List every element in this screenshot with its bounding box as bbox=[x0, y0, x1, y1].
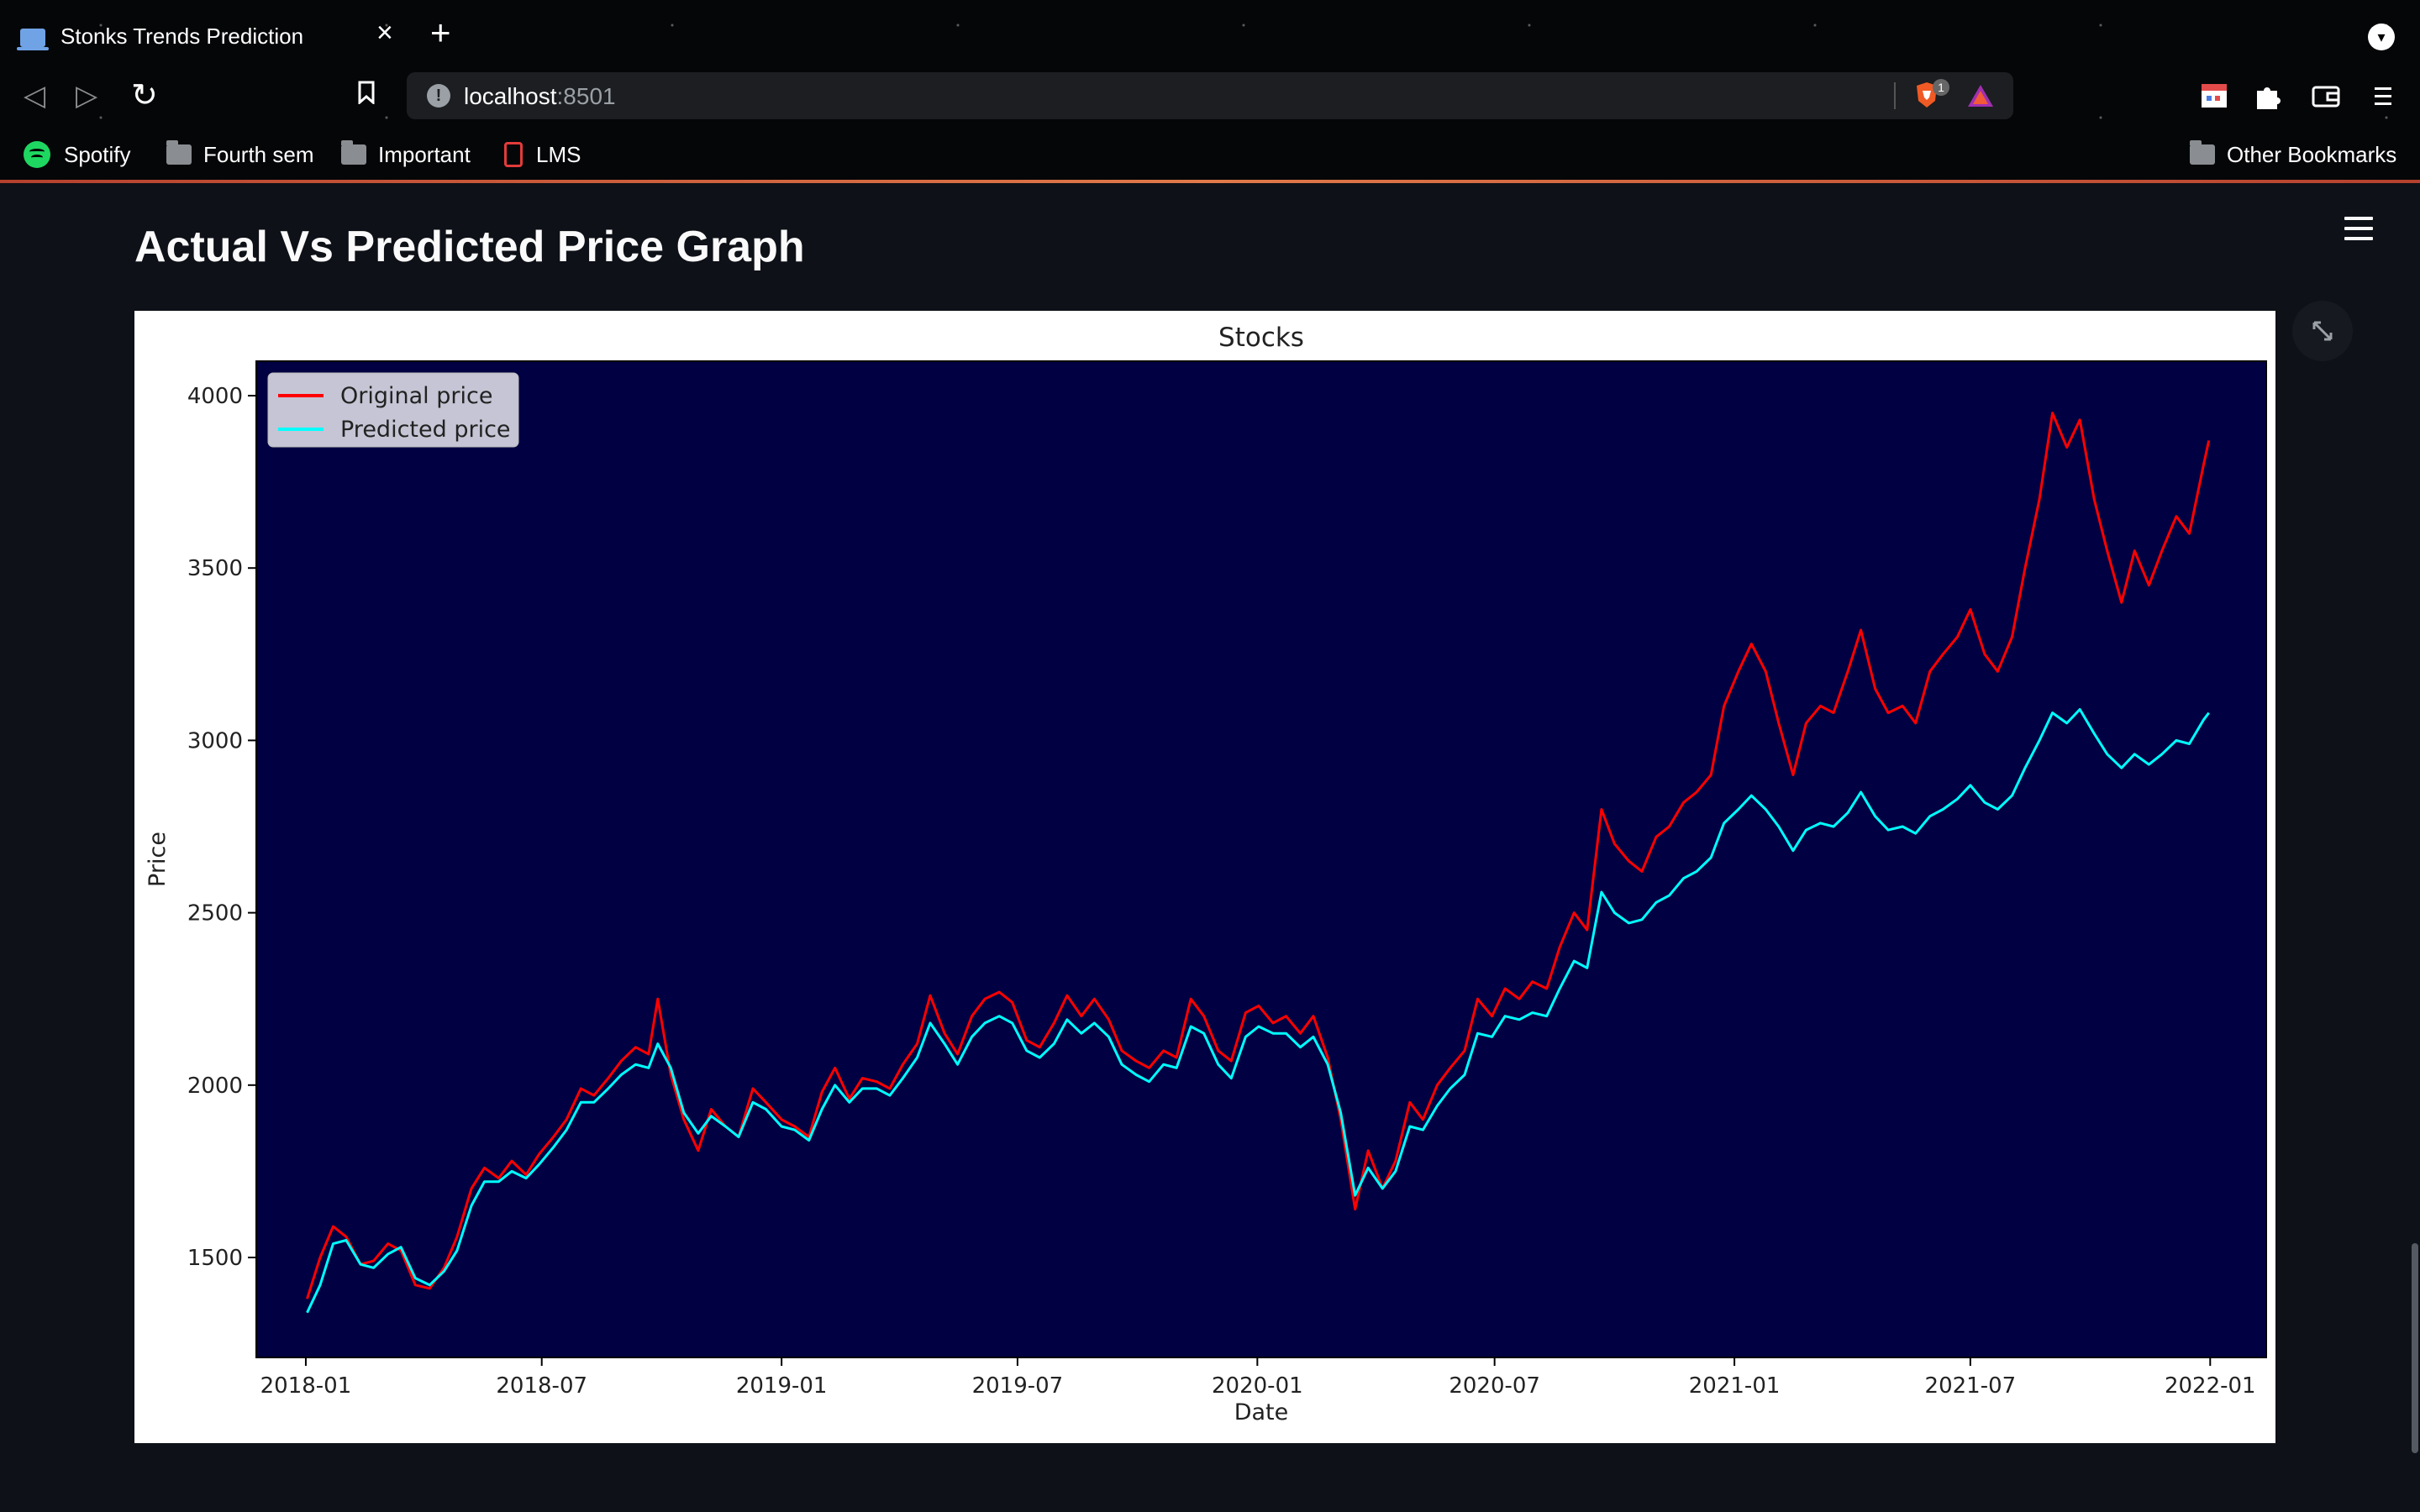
x-axis-label: Date bbox=[1234, 1399, 1289, 1425]
bookmark-label: LMS bbox=[536, 141, 581, 167]
profile-menu-icon[interactable]: ▾ bbox=[2368, 24, 2395, 50]
back-button[interactable]: ◁ bbox=[24, 80, 46, 112]
predicted-price-line bbox=[306, 708, 2210, 1314]
url-port: :8501 bbox=[556, 83, 616, 109]
url-text[interactable]: localhost:8501 bbox=[464, 83, 616, 110]
browser-tab[interactable]: Stonks Trends Prediction × bbox=[0, 0, 420, 72]
x-tick-label: 2022-01 bbox=[2165, 1373, 2256, 1399]
reload-button[interactable]: ↻ bbox=[131, 78, 158, 113]
toolbar-accent-line bbox=[0, 180, 2420, 183]
x-tick-label: 2018-07 bbox=[496, 1373, 587, 1399]
bookmark-label: Fourth sem bbox=[203, 141, 314, 167]
x-tick-label: 2021-01 bbox=[1689, 1373, 1781, 1399]
original-price-line bbox=[306, 412, 2211, 1299]
browser-menu-icon[interactable] bbox=[2366, 79, 2400, 113]
y-tick-label: 3000 bbox=[187, 728, 243, 753]
y-tick-label: 1500 bbox=[187, 1246, 243, 1271]
brave-rewards-icon[interactable] bbox=[1966, 82, 1995, 109]
folder-icon bbox=[166, 140, 192, 165]
forward-button[interactable]: ▷ bbox=[76, 80, 98, 112]
x-tick-label: 2019-01 bbox=[736, 1373, 828, 1399]
stocks-chart: 2018-01 2018-07 2019-01 2019-07 2020-01 2020-… bbox=[145, 323, 2267, 1425]
folder-icon bbox=[341, 140, 366, 165]
bookmarks-bar: Spotify Fourth sem Important LMS Other B… bbox=[0, 134, 2420, 171]
close-tab-icon[interactable]: × bbox=[376, 17, 393, 49]
other-bookmarks-label: Other Bookmarks bbox=[2227, 141, 2397, 167]
chart-card: 2018-01 2018-07 2019-01 2019-07 2020-01 2020-… bbox=[134, 311, 2275, 1443]
y-axis-label: Price bbox=[145, 832, 171, 887]
divider bbox=[1894, 82, 1896, 109]
scrollbar-thumb[interactable] bbox=[2412, 1243, 2418, 1453]
wallet-icon[interactable] bbox=[2309, 79, 2343, 113]
legend-label: Predicted price bbox=[340, 417, 511, 443]
calendar-extension-icon[interactable] bbox=[2198, 79, 2232, 113]
lms-icon bbox=[504, 142, 523, 167]
y-tick-label: 4000 bbox=[187, 384, 243, 409]
extensions-area bbox=[2198, 79, 2408, 116]
folder-icon bbox=[2190, 140, 2215, 165]
address-bar[interactable]: ! localhost:8501 1 bbox=[407, 72, 2013, 119]
bookmark-label: Important bbox=[378, 141, 471, 167]
bookmark-fourth-sem[interactable]: Fourth sem bbox=[166, 139, 314, 170]
bookmark-spotify[interactable]: Spotify bbox=[24, 139, 131, 170]
x-tick-label: 2020-01 bbox=[1212, 1373, 1303, 1399]
extensions-puzzle-icon[interactable] bbox=[2252, 79, 2286, 113]
legend-label: Original price bbox=[340, 383, 492, 409]
other-bookmarks[interactable]: Other Bookmarks bbox=[2190, 139, 2396, 170]
y-tick-label: 3500 bbox=[187, 556, 243, 581]
new-tab-button[interactable]: + bbox=[430, 13, 451, 52]
y-tick-label: 2000 bbox=[187, 1074, 243, 1099]
page-title: Actual Vs Predicted Price Graph bbox=[134, 223, 805, 271]
browser-chrome: Stonks Trends Prediction × + ▾ ◁ ▷ ↻ ! l… bbox=[0, 0, 2420, 180]
hamburger-menu-icon[interactable] bbox=[2344, 217, 2373, 242]
shield-count-badge: 1 bbox=[1933, 79, 1949, 96]
bookmark-icon[interactable] bbox=[358, 81, 375, 104]
x-tick-label: 2019-07 bbox=[972, 1373, 1064, 1399]
bookmark-label: Spotify bbox=[64, 141, 131, 167]
x-tick-label: 2020-07 bbox=[1449, 1373, 1540, 1399]
tab-title: Stonks Trends Prediction bbox=[60, 24, 304, 49]
laptop-icon bbox=[17, 29, 49, 50]
bookmark-lms[interactable]: LMS bbox=[504, 139, 581, 170]
spotify-icon bbox=[24, 141, 50, 168]
x-tick-label: 2018-01 bbox=[260, 1373, 352, 1399]
brave-shield-icon[interactable] bbox=[1914, 81, 1939, 109]
site-info-icon[interactable]: ! bbox=[427, 84, 450, 108]
bookmark-important[interactable]: Important bbox=[341, 139, 471, 170]
plot-frame bbox=[255, 360, 2267, 1358]
url-host: localhost bbox=[464, 83, 557, 109]
plot-area bbox=[256, 361, 2266, 1357]
fullscreen-expand-icon[interactable] bbox=[2292, 301, 2353, 361]
chart-title: Stocks bbox=[1218, 323, 1304, 353]
legend-box bbox=[267, 372, 519, 448]
x-tick-label: 2021-07 bbox=[1925, 1373, 2017, 1399]
y-tick-label: 2500 bbox=[187, 901, 243, 927]
